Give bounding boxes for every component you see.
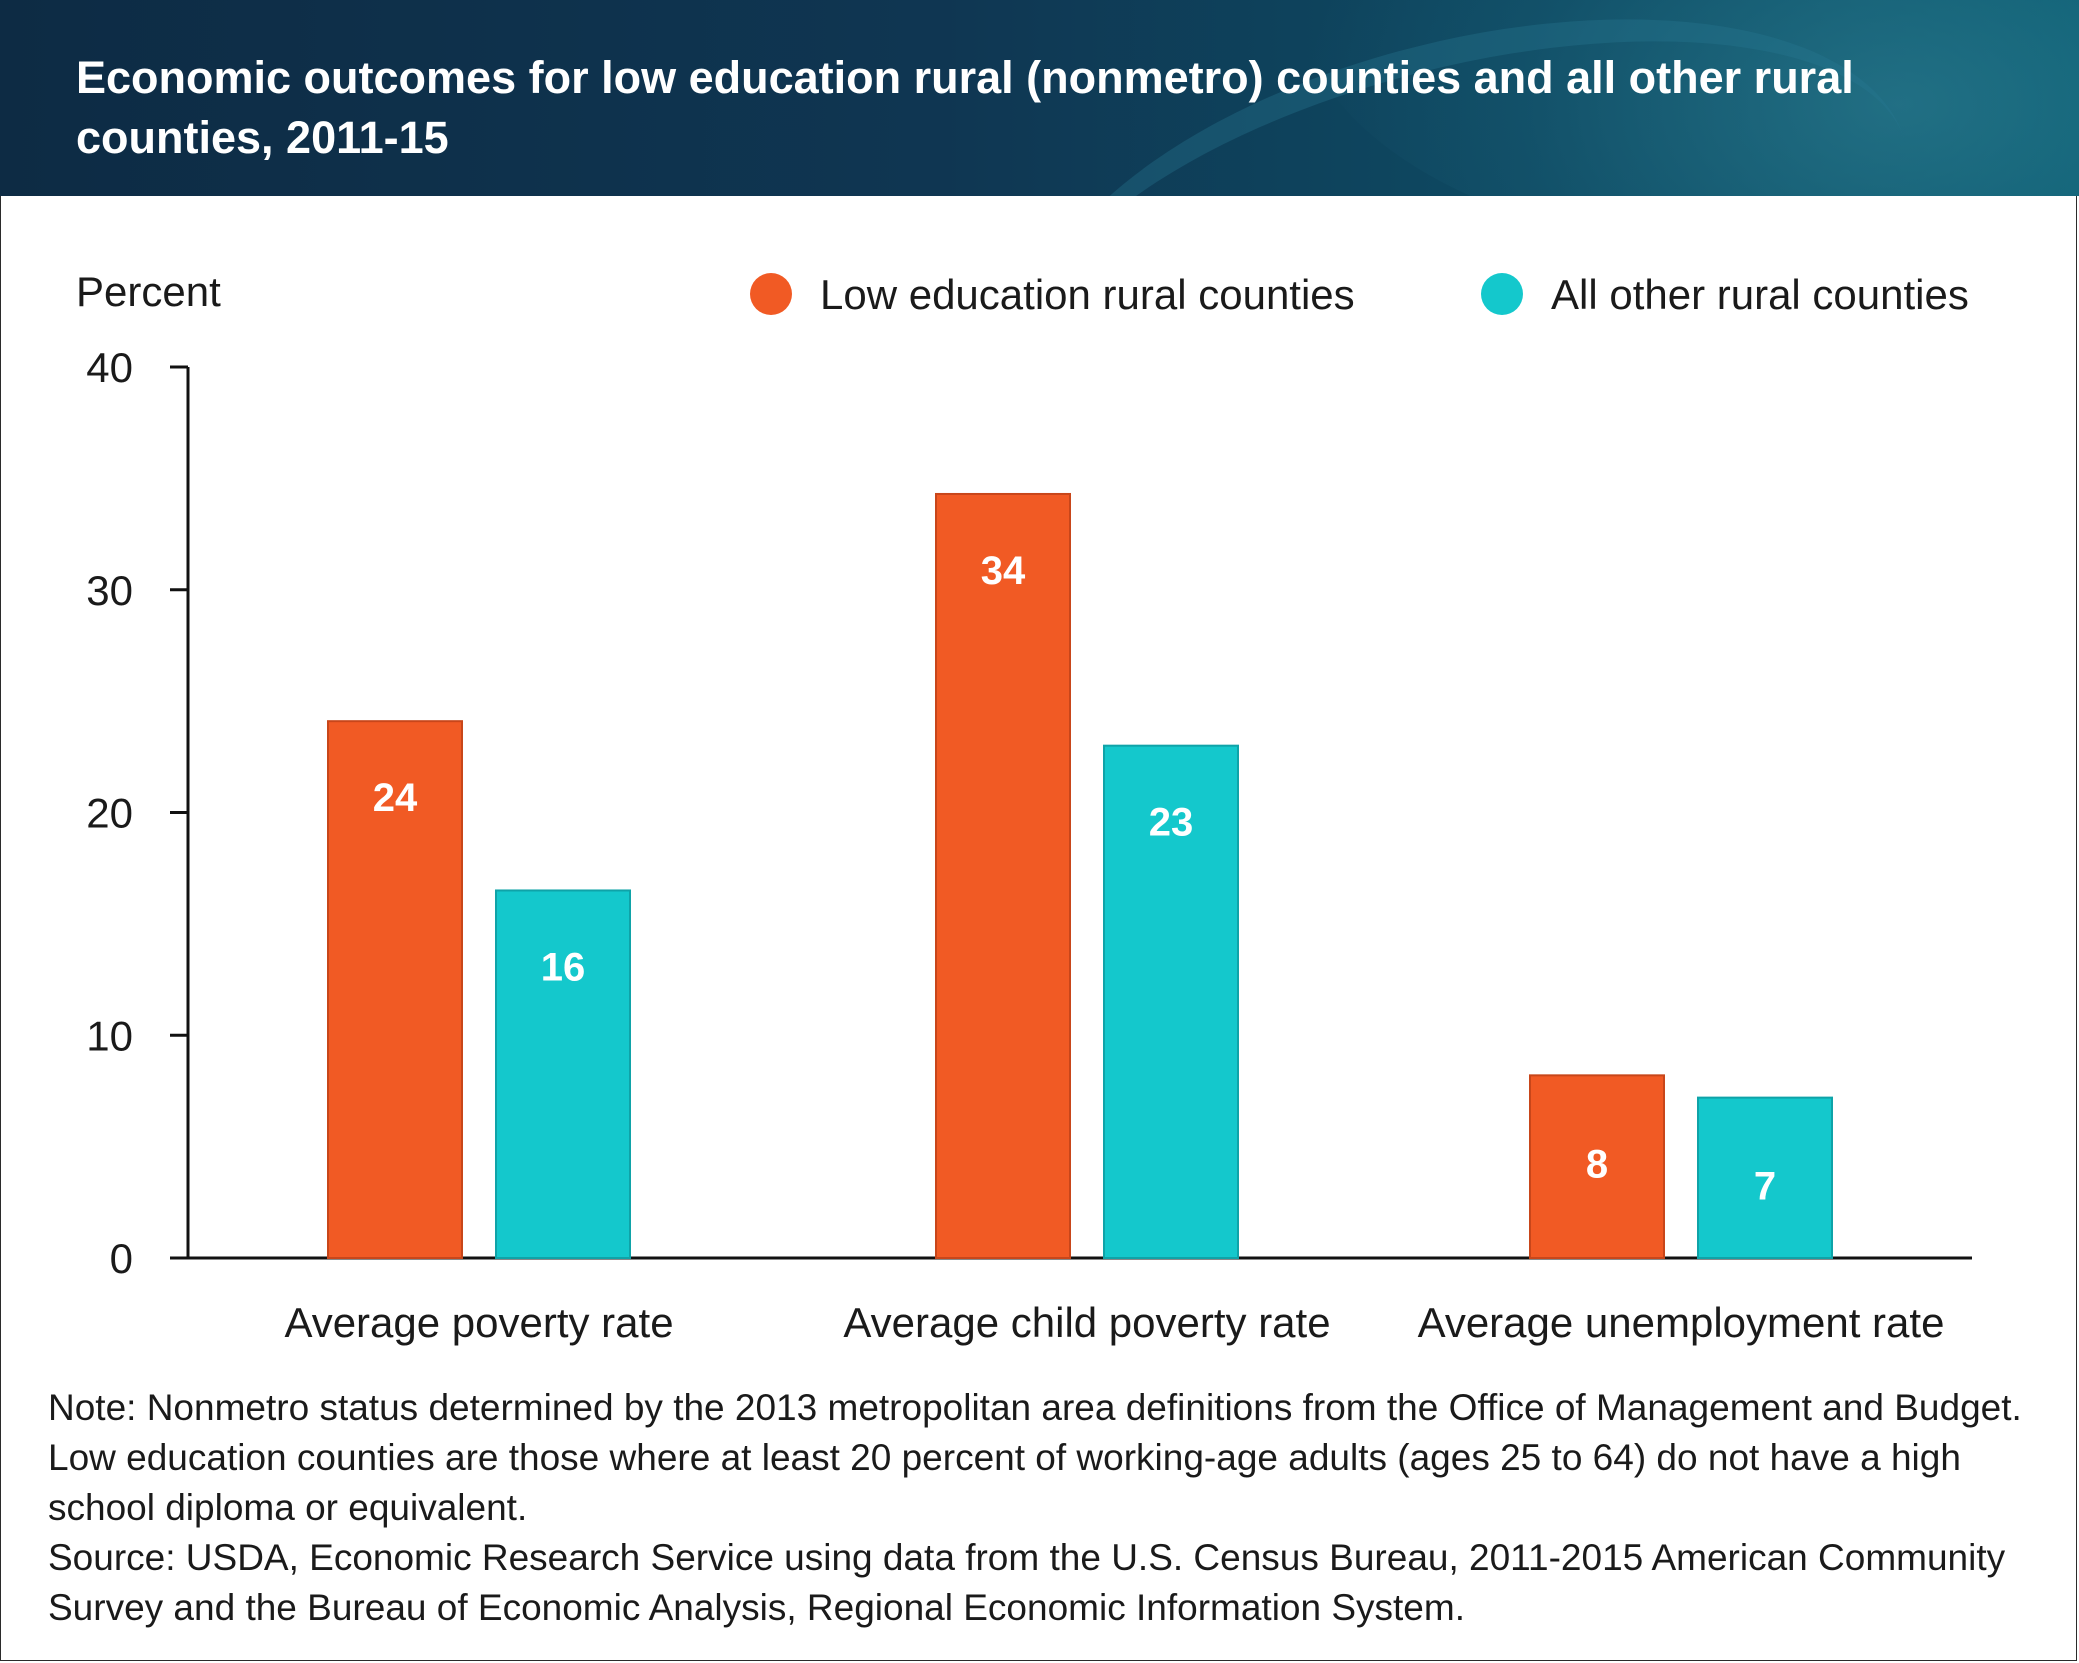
legend-swatch-all-other [1481,273,1523,315]
x-category-label: Average unemployment rate [1418,1299,1945,1346]
data-label: 8 [1586,1142,1608,1186]
bar-all-other-1 [495,889,631,1260]
y-tick-label: 0 [110,1235,133,1282]
bar-low-education-3 [1529,1074,1665,1259]
legend-swatch-low-education [750,273,792,315]
chart-title: Economic outcomes for low education rura… [76,52,1854,163]
data-label: 23 [1149,801,1194,845]
header-decoration [1299,0,2079,196]
legend-label-low-education: Low education rural counties [820,271,1355,318]
data-label: 34 [981,549,1026,593]
note-text: Note: Nonmetro status determined by the … [48,1387,2022,1528]
legend: Low education rural counties All other r… [750,271,1969,318]
y-tick-label: 20 [86,790,133,837]
y-axis-label: Percent [76,268,221,315]
bar-low-education-1 [327,720,463,1259]
bar-low-education-2 [935,492,1071,1259]
data-label: 16 [541,945,586,989]
footnote: Note: Nonmetro status determined by the … [48,1383,2038,1633]
header-banner: Economic outcomes for low education rura… [0,0,2079,196]
plot-area: 0 10 20 30 40 24 16 Average poverty rate 34 23 Ave… [86,344,1972,1346]
bar-chart: Percent Low education rural counties All… [76,268,1972,1346]
data-label: 24 [373,776,418,820]
y-tick-label: 30 [86,567,133,614]
y-tick-label: 10 [86,1012,133,1059]
bar-all-other-2 [1103,744,1239,1259]
legend-label-all-other: All other rural counties [1551,271,1969,318]
x-category-label: Average poverty rate [284,1299,673,1346]
data-label: 7 [1754,1165,1776,1209]
x-category-label: Average child poverty rate [843,1299,1330,1346]
y-tick-label: 40 [86,344,133,391]
source-text: Source: USDA, Economic Research Service … [48,1537,2006,1628]
bar-all-other-3 [1697,1096,1833,1259]
